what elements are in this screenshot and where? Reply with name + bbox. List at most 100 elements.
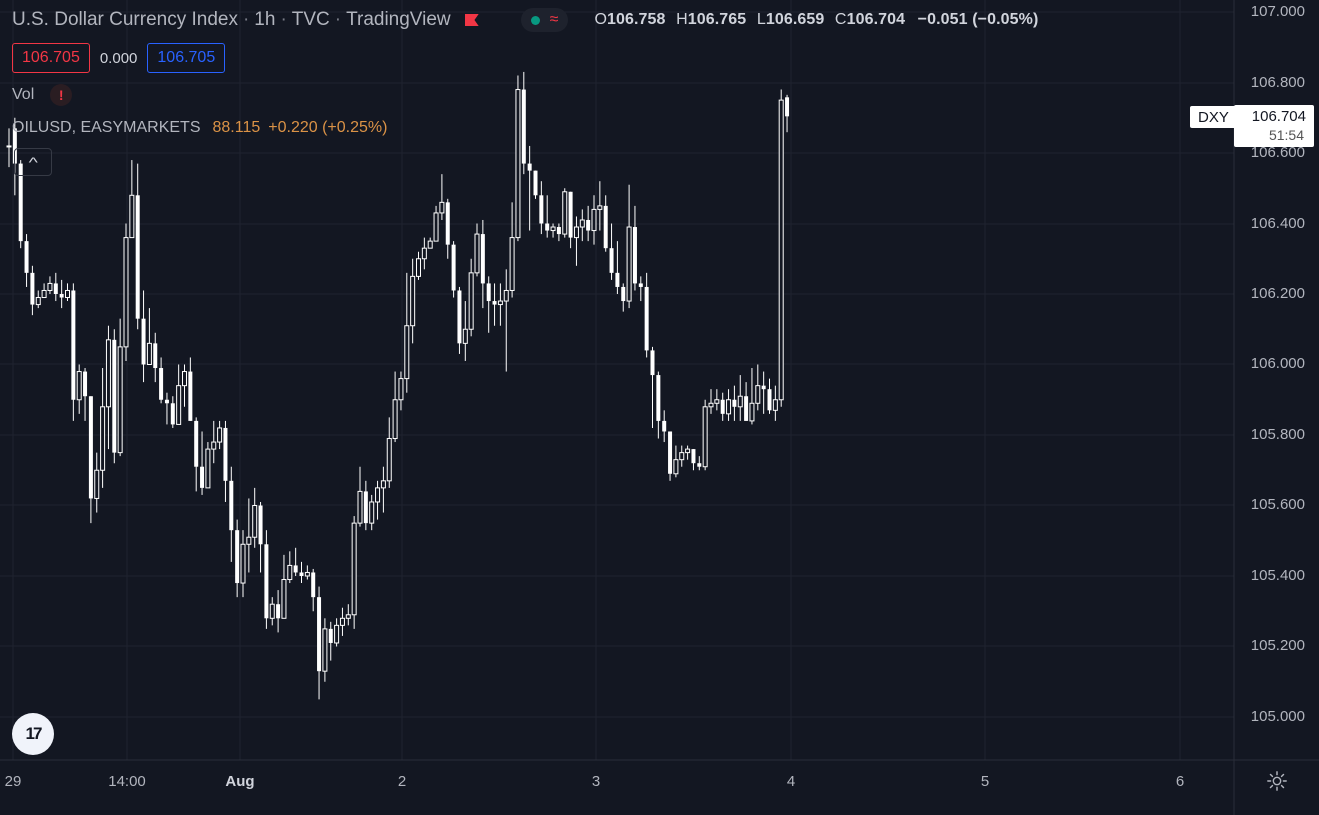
- candle-body-up: [726, 399, 732, 415]
- candle-body-up: [345, 614, 351, 619]
- ohlc-values: O106.758 H106.765 L106.659 C106.704 −0.0…: [594, 11, 1039, 28]
- symbol-name[interactable]: U.S. Dollar Currency Index: [12, 9, 238, 30]
- candle: [164, 392, 169, 425]
- candle: [550, 223, 556, 238]
- candle-body-up: [708, 402, 714, 408]
- volume-indicator-legend[interactable]: Vol !: [12, 84, 73, 106]
- candle-body-down: [164, 399, 169, 404]
- candle-body-down: [30, 272, 35, 305]
- candle-body-down: [767, 389, 772, 411]
- collapse-legend-button[interactable]: ^: [14, 148, 52, 176]
- candle: [778, 89, 784, 407]
- candle: [153, 332, 158, 383]
- candle-body-down: [638, 283, 643, 287]
- bar-countdown: 51:54: [1268, 127, 1304, 143]
- candle: [311, 568, 316, 612]
- candle: [369, 494, 375, 531]
- candle: [117, 318, 123, 457]
- candle: [141, 290, 146, 383]
- candle-body-up: [573, 226, 579, 239]
- candle-body-down: [170, 403, 175, 425]
- candle: [439, 174, 445, 220]
- candle: [322, 618, 328, 682]
- gear-icon[interactable]: [1266, 770, 1288, 792]
- candle: [433, 205, 439, 242]
- candle-body-down: [188, 371, 193, 421]
- low-value: 106.659: [765, 11, 825, 28]
- price-tick-label: 105.400: [1250, 567, 1305, 584]
- candle-body-down: [445, 202, 450, 245]
- time-tick-label: 3: [591, 773, 601, 790]
- candle: [246, 498, 252, 573]
- candle: [668, 431, 673, 481]
- symbol-legend[interactable]: U.S. Dollar Currency Index · 1h · TVC · …: [12, 8, 1039, 32]
- candle-body-down: [539, 195, 544, 224]
- candle-body-up: [252, 505, 258, 538]
- candle: [112, 329, 117, 464]
- candle-body-down: [486, 283, 491, 302]
- candle-body-down: [656, 375, 661, 421]
- oil-symbol-label[interactable]: OILUSD, EASYMARKETS: [12, 119, 201, 136]
- flag-icon[interactable]: [464, 14, 479, 26]
- candle-body-up: [755, 385, 761, 404]
- candle-body-up: [749, 402, 755, 422]
- candle-body-up: [369, 501, 375, 524]
- interval-label[interactable]: 1h: [254, 9, 276, 30]
- candle: [503, 269, 509, 372]
- candle: [351, 516, 357, 629]
- candle-body-up: [386, 438, 392, 482]
- candle-body-up: [626, 226, 632, 302]
- candle: [720, 392, 725, 421]
- candle: [462, 301, 468, 361]
- price-tick-label: 106.200: [1250, 285, 1305, 302]
- candle-body-down: [194, 420, 199, 467]
- candle-body-up: [105, 339, 111, 408]
- candle: [416, 251, 421, 280]
- tradingview-logo[interactable]: 17: [12, 713, 54, 755]
- candle: [304, 565, 310, 580]
- candle: [644, 272, 649, 358]
- candle: [94, 452, 100, 513]
- candle-body-up: [217, 427, 223, 443]
- candle-body-up: [392, 399, 398, 440]
- warning-icon[interactable]: !: [50, 84, 73, 106]
- market-status-pill[interactable]: ≈: [520, 8, 569, 32]
- oil-value: 88.115: [212, 119, 261, 136]
- candle: [211, 420, 217, 464]
- candle: [223, 420, 228, 502]
- vol-label[interactable]: Vol: [12, 86, 35, 103]
- candle: [662, 410, 667, 443]
- candle-body-down: [311, 572, 316, 598]
- candle: [182, 364, 187, 407]
- candle: [603, 195, 608, 252]
- oil-overlay-legend[interactable]: OILUSD, EASYMARKETS 88.115 +0.220 (+0.25…: [12, 119, 387, 137]
- candle-body-up: [468, 272, 474, 330]
- time-tick-label: 6: [1175, 773, 1185, 790]
- candle: [515, 75, 521, 242]
- current-price: 106.704: [1251, 108, 1306, 125]
- change-value: −0.051 (−0.05%): [917, 11, 1039, 28]
- candle: [53, 272, 58, 302]
- candle: [287, 551, 293, 584]
- candle: [357, 466, 363, 527]
- candle: [638, 276, 643, 302]
- candle-body-up: [462, 328, 468, 344]
- candle: [188, 357, 193, 421]
- candle-body-down: [53, 283, 58, 294]
- candle-body-down: [556, 227, 561, 235]
- candle-body-down: [18, 163, 23, 242]
- candle-body-down: [363, 491, 368, 524]
- candle-body-down: [235, 530, 240, 584]
- candle: [123, 223, 129, 361]
- candle: [615, 241, 620, 294]
- market-open-dot-icon: [530, 15, 540, 25]
- price-tick-label: 106.400: [1250, 215, 1305, 232]
- candle: [194, 417, 199, 492]
- buy-button[interactable]: 106.705: [147, 43, 226, 73]
- candle-body-up: [591, 208, 597, 232]
- sell-button[interactable]: 106.705: [12, 43, 90, 73]
- candle: [386, 417, 392, 488]
- candle-body-up: [182, 371, 187, 387]
- candle-body-up: [246, 536, 252, 545]
